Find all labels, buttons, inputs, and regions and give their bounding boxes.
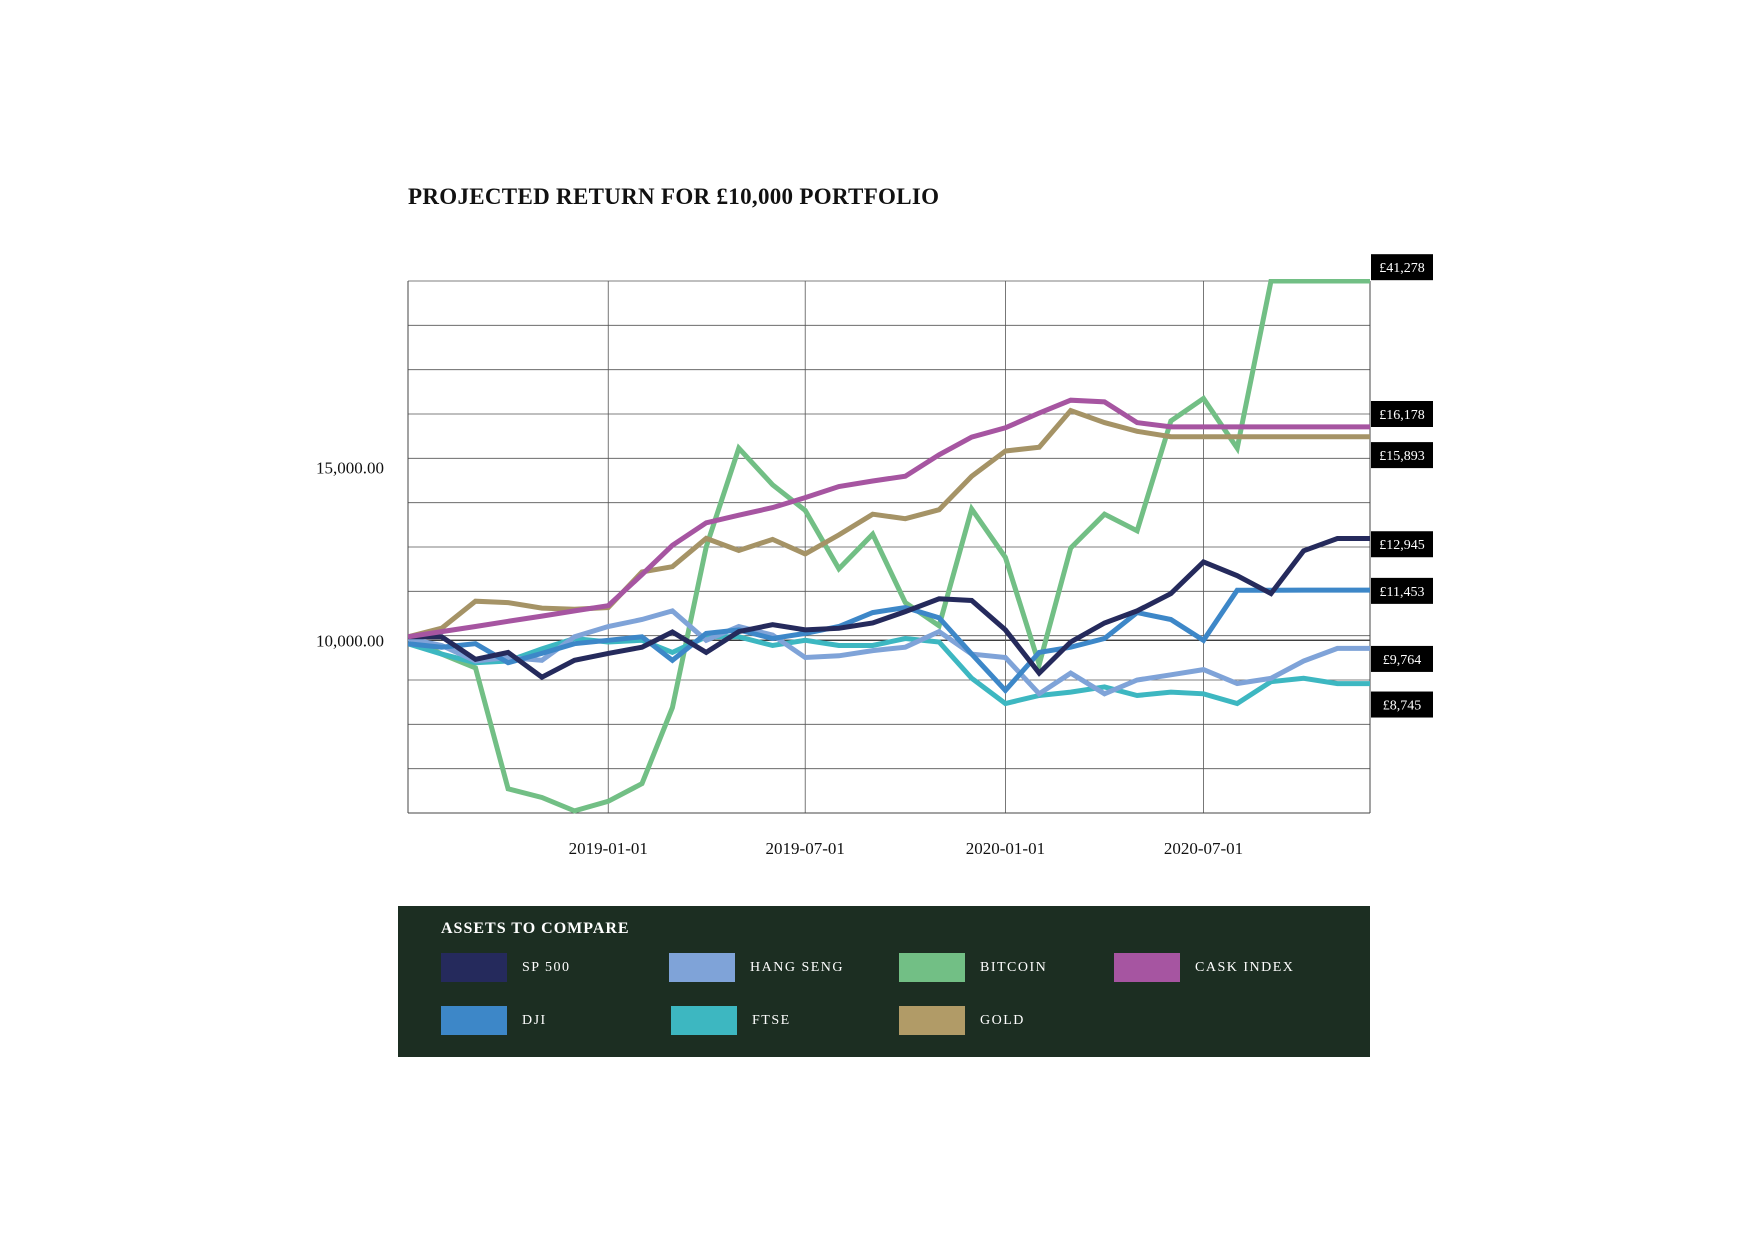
end-label-box xyxy=(1371,254,1433,281)
y-tick-label: 10,000.00 xyxy=(316,631,384,650)
x-tick-label: 2019-07-01 xyxy=(766,839,845,858)
legend-label-ftse: FTSE xyxy=(752,1012,791,1028)
end-label-sp-500: £12,945 xyxy=(1371,531,1433,558)
series-line-dji xyxy=(408,587,1370,695)
legend-label-gold: GOLD xyxy=(980,1012,1025,1028)
end-label-hang-seng: £9,764 xyxy=(1371,645,1433,672)
legend-item-ftse[interactable]: FTSE xyxy=(671,1006,791,1035)
legend-swatch-dji xyxy=(441,1006,507,1035)
end-label-box xyxy=(1371,531,1433,558)
end-label-box xyxy=(1371,442,1433,469)
legend-item-bitcoin[interactable]: BITCOIN xyxy=(899,953,1047,982)
legend-item-sp500[interactable]: SP 500 xyxy=(441,953,571,982)
legend-label-sp500: SP 500 xyxy=(522,959,571,975)
end-label-dji: £11,453 xyxy=(1371,577,1433,604)
legend-swatch-sp500 xyxy=(441,953,507,982)
end-label-ftse: £8,745 xyxy=(1371,691,1433,718)
end-label-box xyxy=(1371,401,1433,427)
legend-item-dji[interactable]: DJI xyxy=(441,1006,547,1035)
end-label-value: £8,745 xyxy=(1383,699,1422,714)
legend-item-hang-seng[interactable]: HANG SENG xyxy=(669,953,844,982)
end-label-cask-index: £16,178 xyxy=(1371,401,1433,427)
legend-swatch-hang-seng xyxy=(669,953,735,982)
legend-title: ASSETS TO COMPARE xyxy=(441,920,630,937)
legend-item-gold[interactable]: GOLD xyxy=(899,1006,1025,1035)
legend-swatch-bitcoin xyxy=(899,953,965,982)
legend: ASSETS TO COMPARE SP 500 HANG SENG BITCO… xyxy=(398,906,1370,1057)
end-label-bitcoin: £41,278 xyxy=(1371,254,1433,281)
y-tick-label: 15,000.00 xyxy=(316,459,384,478)
legend-label-dji: DJI xyxy=(522,1012,547,1028)
series-line-gold xyxy=(408,407,1370,640)
end-label-value: £12,945 xyxy=(1379,538,1425,553)
end-label-value: £16,178 xyxy=(1379,408,1425,423)
series-line-sp-500 xyxy=(408,536,1370,681)
chart-title: PROJECTED RETURN FOR £10,000 PORTFOLIO xyxy=(408,184,940,209)
series-line-bitcoin xyxy=(408,279,1370,814)
x-tick-label: 2020-07-01 xyxy=(1164,839,1243,858)
legend-item-cask-index[interactable]: CASK INDEX xyxy=(1114,953,1294,982)
legend-label-bitcoin: BITCOIN xyxy=(980,959,1048,975)
series-group xyxy=(408,279,1370,814)
end-label-value: £41,278 xyxy=(1379,261,1425,276)
series-line-cask-index xyxy=(408,397,1370,640)
legend-swatch-ftse xyxy=(671,1006,737,1035)
end-label-value: £15,893 xyxy=(1379,449,1425,464)
legend-swatch-gold xyxy=(899,1006,965,1035)
end-label-value: £11,453 xyxy=(1380,585,1425,600)
end-label-gold: £15,893 xyxy=(1371,442,1433,469)
end-label-value: £9,764 xyxy=(1383,653,1422,668)
legend-label-cask-index: CASK INDEX xyxy=(1195,959,1295,975)
legend-swatch-cask-index xyxy=(1114,953,1180,982)
end-label-box xyxy=(1371,691,1433,718)
end-label-box xyxy=(1371,645,1433,672)
end-label-box xyxy=(1371,577,1433,604)
x-tick-label: 2019-01-01 xyxy=(569,839,648,858)
series-line-hang-seng xyxy=(408,608,1370,698)
x-tick-label: 2020-01-01 xyxy=(966,839,1045,858)
legend-label-hang-seng: HANG SENG xyxy=(750,959,844,975)
